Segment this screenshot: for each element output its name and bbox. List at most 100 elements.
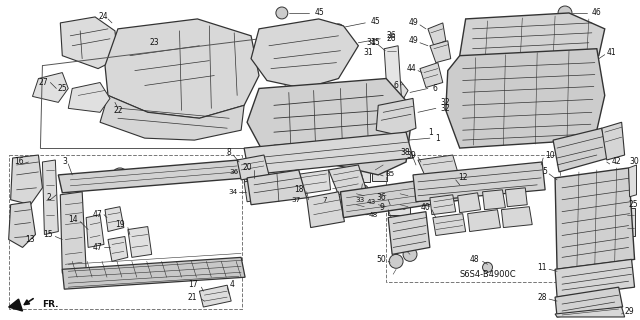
Circle shape [451, 175, 465, 189]
Polygon shape [105, 19, 259, 118]
Text: 37: 37 [291, 197, 300, 203]
Circle shape [292, 50, 305, 62]
Polygon shape [108, 236, 128, 261]
Circle shape [246, 175, 251, 180]
Polygon shape [9, 299, 22, 311]
Text: 31: 31 [367, 38, 376, 47]
Circle shape [483, 262, 493, 272]
Polygon shape [388, 212, 430, 254]
Polygon shape [413, 162, 545, 202]
Circle shape [506, 93, 529, 117]
Polygon shape [200, 285, 231, 307]
FancyBboxPatch shape [244, 172, 262, 184]
Text: 42: 42 [612, 157, 621, 166]
Text: 48: 48 [470, 255, 479, 264]
Circle shape [182, 58, 218, 93]
Polygon shape [418, 155, 458, 178]
Text: 18: 18 [294, 185, 304, 194]
Circle shape [558, 6, 572, 20]
Text: 14: 14 [68, 215, 78, 224]
Polygon shape [251, 19, 358, 88]
Polygon shape [376, 99, 416, 135]
Polygon shape [307, 192, 344, 228]
Text: 45: 45 [371, 38, 380, 47]
Polygon shape [9, 202, 35, 247]
Text: 23: 23 [150, 38, 159, 47]
Polygon shape [373, 76, 408, 112]
Text: 40: 40 [420, 203, 430, 212]
Polygon shape [433, 214, 466, 236]
FancyBboxPatch shape [358, 168, 371, 182]
Text: 49: 49 [408, 36, 418, 45]
Text: 30: 30 [630, 157, 639, 166]
Polygon shape [62, 257, 245, 289]
Text: 15: 15 [43, 230, 52, 239]
Text: 25: 25 [58, 84, 67, 93]
Polygon shape [446, 49, 605, 148]
Text: 12: 12 [458, 173, 467, 182]
Polygon shape [42, 160, 58, 235]
Circle shape [189, 66, 209, 85]
Text: 48: 48 [369, 212, 378, 218]
Circle shape [389, 254, 403, 268]
Text: 47: 47 [92, 243, 102, 252]
Text: 6: 6 [393, 81, 398, 90]
FancyBboxPatch shape [625, 208, 634, 236]
Text: 35: 35 [385, 171, 394, 177]
Text: 45: 45 [371, 17, 380, 27]
Text: 11: 11 [538, 263, 547, 272]
Polygon shape [244, 132, 413, 175]
Text: 5: 5 [542, 167, 547, 176]
Polygon shape [247, 170, 307, 205]
Polygon shape [430, 41, 451, 63]
Polygon shape [11, 155, 42, 205]
Polygon shape [237, 155, 269, 180]
Text: 17: 17 [188, 280, 197, 289]
Text: 45: 45 [315, 8, 324, 18]
Text: 8: 8 [227, 148, 231, 156]
Circle shape [212, 292, 222, 302]
Text: 34: 34 [228, 189, 237, 195]
Text: 38: 38 [401, 148, 410, 156]
Circle shape [358, 185, 368, 195]
Circle shape [172, 170, 177, 176]
Text: 50: 50 [376, 255, 386, 264]
Polygon shape [420, 63, 443, 87]
Text: 4: 4 [229, 280, 234, 289]
Text: 36: 36 [376, 193, 386, 202]
Circle shape [116, 172, 124, 180]
Circle shape [333, 24, 344, 34]
Polygon shape [430, 195, 456, 215]
Text: 46: 46 [592, 8, 602, 18]
Text: 32: 32 [441, 104, 451, 113]
Polygon shape [458, 193, 481, 213]
Polygon shape [501, 207, 532, 228]
Text: 26: 26 [386, 31, 396, 40]
Polygon shape [553, 128, 609, 172]
Text: 16: 16 [14, 157, 24, 166]
Text: 33: 33 [356, 197, 365, 203]
Polygon shape [555, 259, 634, 297]
Text: 3: 3 [63, 157, 68, 166]
Polygon shape [555, 287, 623, 317]
Circle shape [403, 247, 417, 261]
Circle shape [390, 204, 395, 209]
Polygon shape [33, 73, 68, 102]
FancyBboxPatch shape [388, 200, 410, 215]
Text: 43: 43 [367, 199, 376, 205]
Polygon shape [294, 170, 330, 195]
Polygon shape [100, 95, 244, 140]
Circle shape [495, 84, 539, 127]
Polygon shape [555, 307, 625, 317]
Polygon shape [428, 23, 446, 46]
Polygon shape [506, 188, 527, 207]
Polygon shape [460, 13, 605, 63]
Text: 49: 49 [408, 18, 418, 28]
Circle shape [362, 205, 371, 215]
Polygon shape [628, 165, 637, 197]
Text: 29: 29 [625, 307, 634, 316]
Polygon shape [105, 207, 124, 232]
Circle shape [252, 175, 257, 180]
Polygon shape [244, 175, 297, 202]
FancyBboxPatch shape [372, 165, 387, 181]
